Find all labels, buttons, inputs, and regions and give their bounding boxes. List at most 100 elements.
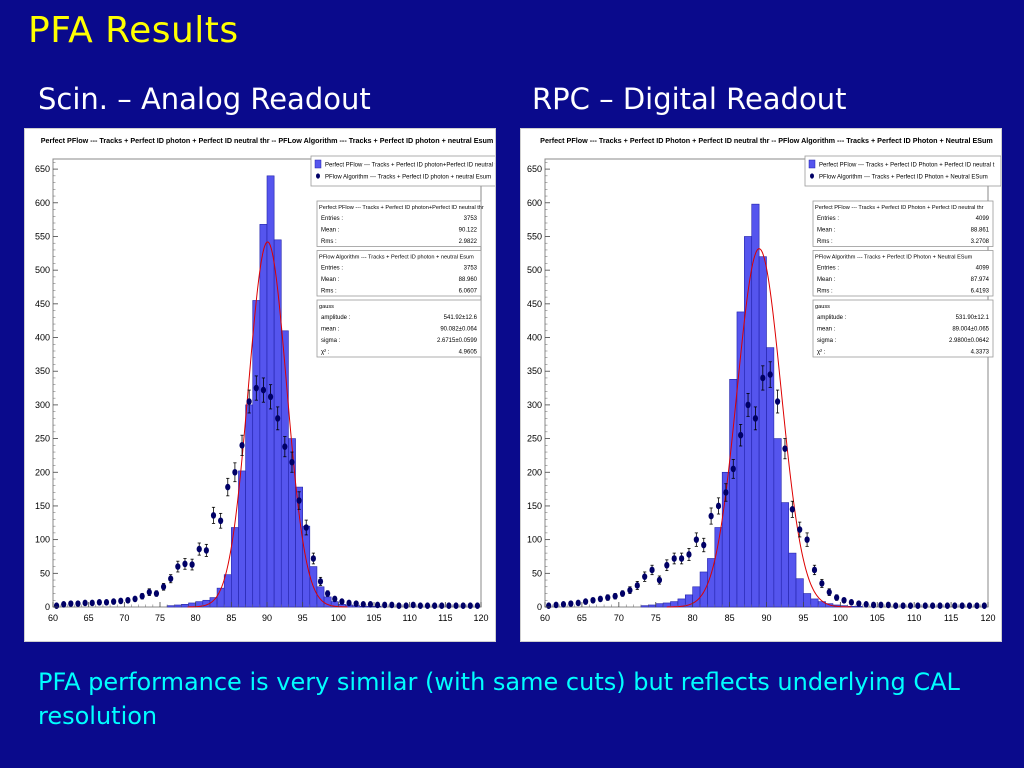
data-point [403,602,409,609]
x-tick-label: 115 [438,613,452,623]
data-point [893,602,899,609]
stats-row-value: 3.2708 [971,239,990,245]
data-point [634,582,640,589]
stats-row-label: Mean : [321,277,340,283]
data-point [546,602,552,609]
data-point [389,601,395,609]
stats-row-label: Rms : [321,289,337,295]
stats-box [812,200,994,247]
stats-row-value: 2.6715±0.0599 [437,338,478,344]
right-chart-panel: Perfect PFlow --- Tracks + Perfect ID Ph… [520,128,1002,642]
histogram-bar [238,470,246,608]
data-point [922,602,928,609]
data-point [789,506,795,513]
data-point [182,560,188,568]
legend-marker [316,173,320,179]
data-point [841,596,847,604]
data-point [453,602,459,609]
slide-caption: PFA performance is very similar (with sa… [38,668,960,730]
histogram-bar [302,525,311,608]
histogram-bar [692,586,701,608]
y-tick-label: 650 [527,164,542,174]
data-point [774,398,781,405]
data-point [848,598,855,606]
data-point [417,602,423,609]
y-tick-label: 350 [527,366,542,376]
data-point [196,545,202,553]
data-point [275,415,281,422]
stats-row-value: 3753 [464,266,478,272]
x-tick-label: 90 [262,613,272,623]
histogram-bar [245,404,254,608]
histogram-bar [316,586,325,608]
y-tick-label: 600 [527,198,542,208]
stats-box-title: gauss [319,304,334,310]
stats-box-title: Perfect PFlow --- Tracks + Perfect ID ph… [319,205,484,211]
stats-row-label: Rms : [817,239,833,245]
stats-row-value: 90.122 [459,228,478,234]
legend-label: Perfect PFlow --- Tracks + Perfect ID Ph… [819,163,995,169]
data-point [310,555,316,562]
data-point [439,602,445,609]
stats-row-value: 90.082±0.064 [440,327,477,333]
y-tick-label: 250 [527,434,542,444]
data-point [900,602,906,609]
data-point [944,602,950,609]
data-point [232,468,238,476]
data-point [432,602,438,609]
data-point [878,601,884,609]
data-point [619,590,626,597]
stats-box-title: PFlow Algorithm --- Tracks + Perfect ID … [815,255,973,261]
data-point [752,415,759,422]
data-point [61,601,67,608]
data-point [863,601,869,608]
data-point [82,599,88,607]
x-tick-label: 120 [980,613,995,623]
data-point [782,445,788,452]
stats-row-value: 4.3373 [971,350,990,356]
histogram-bar [166,605,175,608]
data-point [930,602,936,609]
data-point [915,602,921,609]
data-point [153,590,160,597]
data-point [568,600,574,607]
data-point [856,600,862,607]
stats-row-label: mean : [321,327,340,333]
data-point [267,393,274,401]
legend-marker [810,173,814,179]
stats-row-value: 88.861 [971,228,990,234]
data-point [410,601,416,609]
data-point [360,601,366,608]
histogram-bar [803,593,812,608]
data-point [339,598,345,605]
x-tick-label: 85 [226,613,236,623]
data-point [797,526,803,533]
histogram-bar [280,330,289,608]
stats-row-label: Rms : [817,289,833,295]
x-tick-label: 60 [540,613,550,623]
data-point [474,602,481,609]
histogram-bar [662,602,671,608]
data-point [553,601,559,609]
data-point [597,595,603,603]
histogram-bar [648,604,657,608]
data-point [353,600,359,607]
data-point [146,588,152,596]
data-point [289,458,295,466]
stats-row-label: sigma : [817,338,837,344]
legend-label: PFlow Algorithm --- Tracks + Perfect ID … [325,175,491,181]
stats-box [812,299,994,358]
data-point [225,483,231,491]
y-tick-label: 550 [35,231,50,241]
data-point [686,551,692,558]
gauss-fit-curve [187,241,348,608]
data-point [952,602,958,609]
legend-box [804,155,1001,187]
data-point [642,573,648,580]
data-point [253,384,259,392]
x-tick-label: 70 [119,613,129,623]
slide-title: PFA Results [28,10,239,51]
y-tick-label: 500 [35,265,50,275]
data-point [590,596,596,604]
data-point [460,602,466,609]
